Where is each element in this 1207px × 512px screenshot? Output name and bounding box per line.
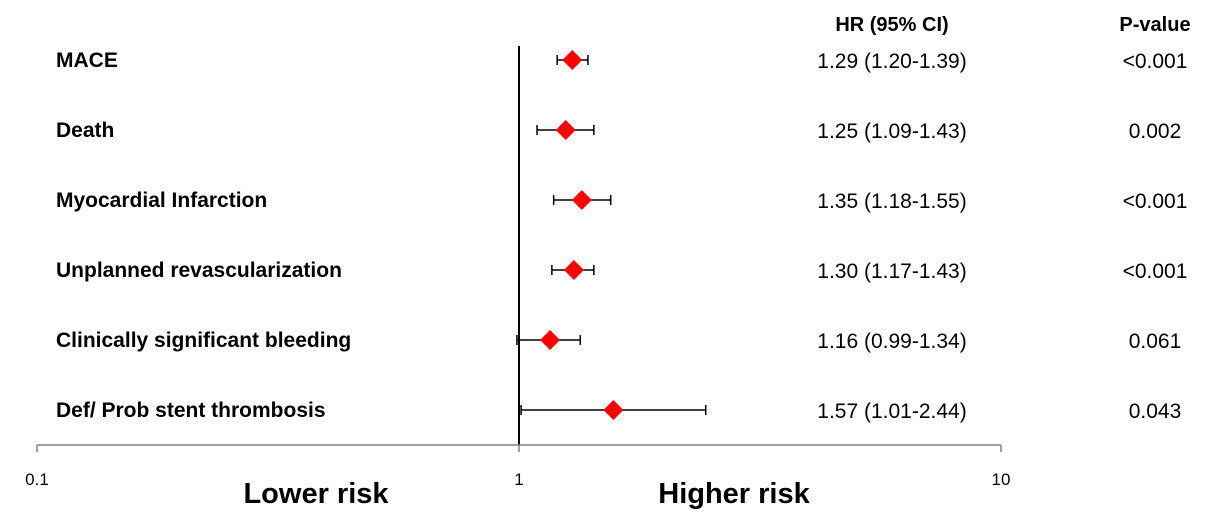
p-value-column-header: P-value bbox=[1119, 14, 1190, 36]
hr-point-marker bbox=[562, 50, 583, 70]
hr-point-marker bbox=[563, 260, 584, 280]
forest-row: Def/ Prob stent thrombosis 1.57 (1.01-2.4… bbox=[56, 399, 1181, 423]
row-label: Death bbox=[56, 119, 114, 142]
forest-row: Myocardial Infarction 1.35 (1.18-1.55) <0.… bbox=[56, 189, 1187, 213]
row-label: Def/ Prob stent thrombosis bbox=[56, 399, 326, 422]
hr-value: 1.25 (1.09-1.43) bbox=[817, 120, 966, 143]
x-tick-label: 1 bbox=[514, 470, 523, 489]
p-value: 0.002 bbox=[1129, 120, 1182, 143]
x-tick-label: 10 bbox=[992, 470, 1011, 489]
hr-column-header: HR (95% CI) bbox=[835, 14, 948, 36]
hr-point-marker bbox=[540, 330, 561, 350]
row-label: Myocardial Infarction bbox=[56, 189, 267, 212]
p-value: <0.001 bbox=[1123, 260, 1188, 283]
row-label: Unplanned revascularization bbox=[56, 259, 342, 282]
p-value: <0.001 bbox=[1123, 50, 1188, 73]
forest-row: MACE 1.29 (1.20-1.39) <0.001 bbox=[56, 49, 1187, 73]
hr-point-marker bbox=[603, 400, 624, 420]
forest-rows: MACE 1.29 (1.20-1.39) <0.001 Death 1.25 (1.0… bbox=[56, 49, 1187, 423]
hr-point-marker bbox=[571, 190, 592, 210]
x-tick-label: 0.1 bbox=[25, 470, 49, 489]
higher-risk-label: Higher risk bbox=[658, 478, 810, 510]
hr-value: 1.57 (1.01-2.44) bbox=[817, 400, 966, 423]
hr-point-marker bbox=[555, 120, 576, 140]
p-value: 0.043 bbox=[1129, 400, 1182, 423]
hr-value: 1.29 (1.20-1.39) bbox=[817, 50, 966, 73]
forest-row: Unplanned revascularization 1.30 (1.17-1.… bbox=[56, 259, 1187, 283]
column-headers: HR (95% CI) P-value bbox=[835, 14, 1190, 36]
p-value: 0.061 bbox=[1129, 330, 1182, 353]
row-label: Clinically significant bleeding bbox=[56, 329, 351, 352]
x-axis: 0.1 1 10 bbox=[25, 46, 1010, 489]
hr-value: 1.30 (1.17-1.43) bbox=[817, 260, 966, 283]
risk-region-labels: Lower risk Higher risk bbox=[243, 478, 810, 510]
row-label: MACE bbox=[56, 49, 118, 72]
forest-row: Clinically significant bleeding 1.16 (0.9… bbox=[56, 329, 1181, 353]
lower-risk-label: Lower risk bbox=[243, 478, 389, 510]
hr-value: 1.16 (0.99-1.34) bbox=[817, 330, 966, 353]
p-value: <0.001 bbox=[1123, 190, 1188, 213]
forest-row: Death 1.25 (1.09-1.43) 0.002 bbox=[56, 119, 1181, 143]
hr-value: 1.35 (1.18-1.55) bbox=[817, 190, 966, 213]
